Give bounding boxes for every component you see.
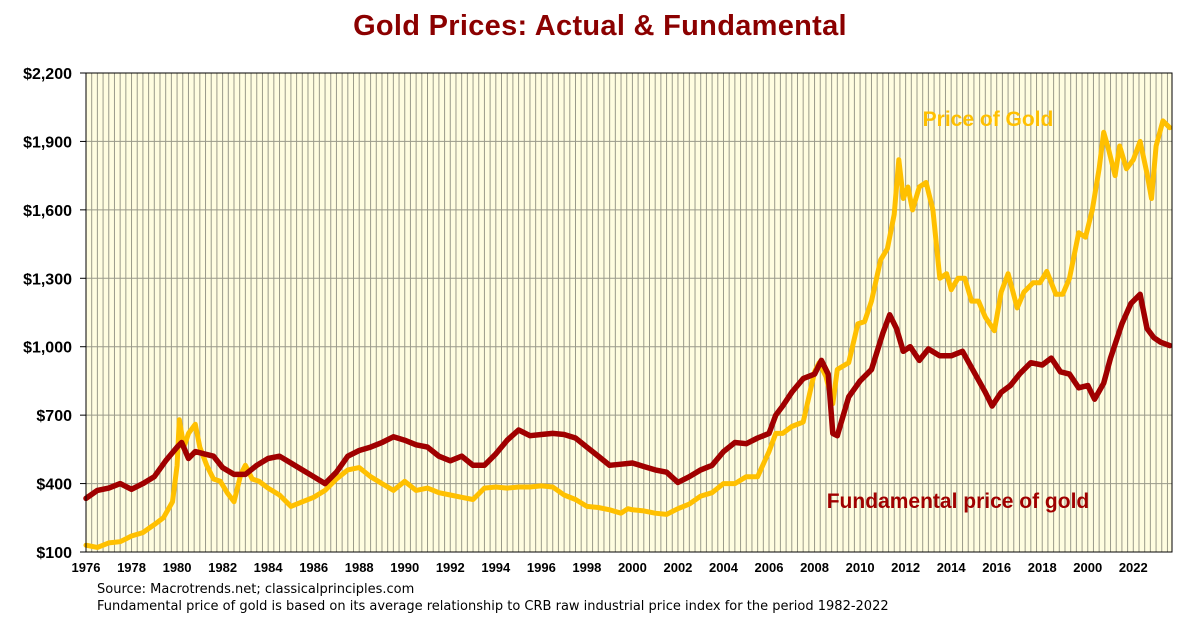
- x-tick-label: 1994: [481, 560, 511, 575]
- source-note: Source: Macrotrends.net; classicalprinci…: [97, 582, 415, 597]
- x-tick-label: 1996: [527, 560, 556, 575]
- y-tick-label: $1,900: [23, 134, 72, 151]
- legend-fundamental-price: Fundamental price of gold: [827, 490, 1090, 513]
- series-line-price-of-gold: [83, 118, 1173, 550]
- y-tick-label: $1,000: [23, 340, 72, 357]
- x-tick-label: 1986: [299, 560, 328, 575]
- y-tick-label: $2,200: [23, 66, 72, 83]
- x-tick-label: 1984: [254, 560, 284, 575]
- y-tick-label: $400: [36, 477, 72, 494]
- chart-title: Gold Prices: Actual & Fundamental: [353, 10, 847, 42]
- x-tick-label: 2016: [982, 560, 1011, 575]
- x-tick-label: 2018: [1028, 560, 1057, 575]
- series-layer: [83, 118, 1173, 550]
- x-tick-label: 2000: [1073, 560, 1102, 575]
- legend-price-of-gold: Price of Gold: [923, 108, 1054, 131]
- x-tick-label: 2006: [755, 560, 784, 575]
- x-tick-label: 1980: [163, 560, 192, 575]
- y-tick-label: $1,300: [23, 271, 72, 288]
- methodology-note: Fundamental price of gold is based on it…: [97, 599, 889, 614]
- x-tick-label: 2010: [846, 560, 875, 575]
- x-tick-label: 1998: [572, 560, 601, 575]
- x-tick-label: 1992: [436, 560, 465, 575]
- x-tick-label: 1982: [208, 560, 237, 575]
- series-line-fundamental-price: [83, 291, 1173, 502]
- y-tick-label: $700: [36, 408, 72, 425]
- y-axis-ticks: $100 $400 $700 $1,000 $1,300 $1,600 $1,900 $2,2…: [23, 66, 86, 562]
- x-tick-label: 2000: [618, 560, 647, 575]
- x-tick-label: 2014: [937, 560, 967, 575]
- x-tick-label: 2002: [663, 560, 692, 575]
- x-tick-label: 2012: [891, 560, 920, 575]
- x-tick-label: 1988: [345, 560, 374, 575]
- x-tick-label: 2004: [709, 560, 739, 575]
- x-tick-label: 2022: [1119, 560, 1148, 575]
- plot-area: [86, 73, 1172, 552]
- y-tick-label: $1,600: [23, 203, 72, 220]
- y-tick-label: $100: [36, 545, 72, 562]
- x-tick-label: 1976: [72, 560, 101, 575]
- x-tick-label: 1990: [390, 560, 419, 575]
- x-axis-ticks: 1976 1978 1980 1982 1984 1986 1988 1990 1992 1994…: [72, 560, 1148, 575]
- x-tick-label: 2008: [800, 560, 829, 575]
- x-tick-label: 1978: [117, 560, 146, 575]
- plot-border: [85, 72, 1173, 553]
